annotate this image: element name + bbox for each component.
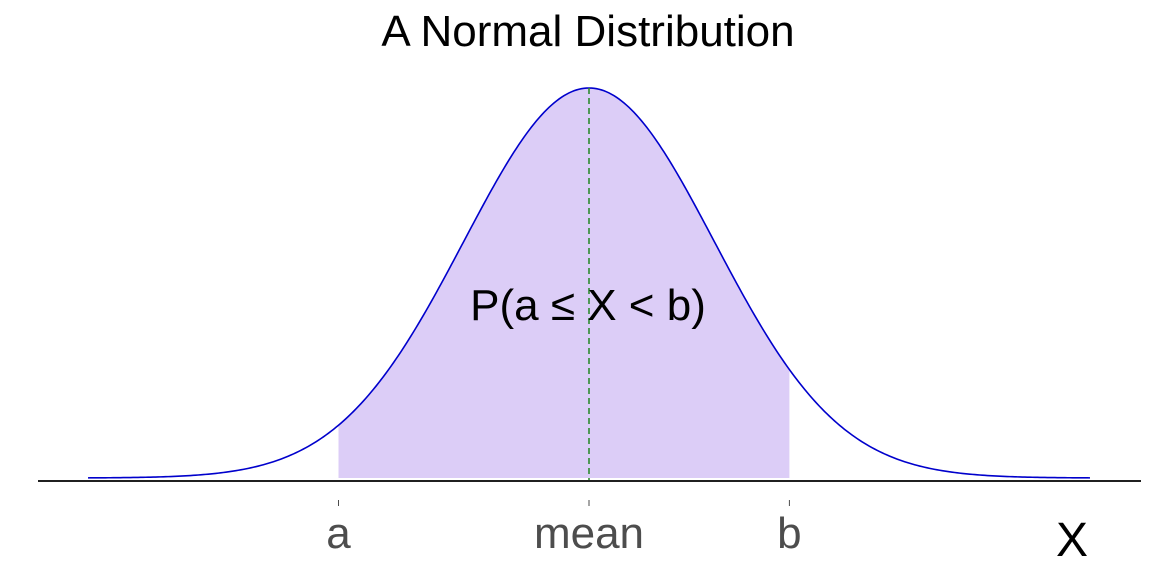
x-tick-label: mean	[534, 509, 644, 558]
x-tick-label: a	[326, 509, 351, 558]
probability-annotation: P(a ≤ X < b)	[470, 281, 706, 330]
x-tick-label: b	[777, 509, 801, 558]
plot-area: a mean b	[38, 87, 1141, 558]
chart-title: A Normal Distribution	[381, 7, 794, 56]
x-axis-label: X	[1056, 514, 1088, 567]
shaded-probability-area	[338, 88, 790, 478]
